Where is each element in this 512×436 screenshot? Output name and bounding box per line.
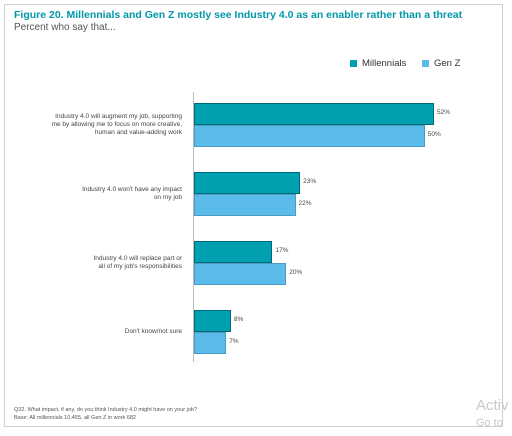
category-label-line: Industry 4.0 will replace part or [93, 255, 182, 262]
value-label-millennials: 23% [303, 178, 317, 185]
watermark-line-1: Activ [476, 397, 509, 414]
value-label-millennials: 8% [233, 316, 244, 323]
bar-gen-z [194, 332, 227, 354]
category-label-line: all of my job's responsibilities [98, 263, 182, 270]
bar-millennials [194, 241, 273, 263]
category-label: Industry 4.0 will replace part or all of … [22, 255, 182, 271]
value-label-gen-z: 7% [229, 338, 239, 345]
category-label: Don't know/not sure [22, 328, 182, 336]
legend-item-gen-z: Gen Z [422, 58, 460, 69]
bar-millennials [194, 172, 301, 194]
bar-gen-z [194, 125, 425, 147]
bar-millennials [194, 103, 434, 125]
chart-subtitle: Percent who say that... [14, 22, 116, 33]
legend-swatch-gen-z [422, 60, 429, 67]
category-label-line: on my job [153, 194, 182, 201]
category-label: Industry 4.0 won't have any impact on my … [22, 186, 182, 202]
value-label-millennials: 52% [437, 109, 451, 116]
chart-title: Figure 20. Millennials and Gen Z mostly … [14, 9, 463, 21]
category-axis-line [193, 92, 194, 362]
legend-swatch-millennials [350, 60, 357, 67]
value-label-millennials: 17% [275, 247, 289, 254]
category-label: Industry 4.0 will augment my job, suppor… [22, 113, 182, 137]
footnote-base: Base: All millennials 10,455, all Gen Z … [14, 415, 136, 421]
category-label-line: Don't know/not sure [124, 328, 182, 335]
bar-gen-z [194, 263, 287, 285]
legend-label-gen-z: Gen Z [434, 58, 461, 69]
legend-label-millennials: Millennials [362, 58, 407, 69]
footnote-question: Q32. What impact, if any, do you think I… [14, 407, 198, 413]
bar-gen-z [194, 194, 296, 216]
category-label-line: Industry 4.0 won't have any impact [82, 186, 182, 193]
category-label-line: Industry 4.0 will augment my job, suppor… [55, 113, 182, 120]
category-label-line: human and value-adding work [94, 129, 182, 136]
watermark-line-2: Go to [476, 417, 503, 429]
category-label-line: me by allowing me to focus on more creat… [51, 121, 182, 128]
bar-millennials [194, 310, 231, 332]
value-label-gen-z: 22% [298, 200, 312, 207]
legend-item-millennials: Millennials [350, 58, 406, 69]
value-label-gen-z: 50% [427, 131, 441, 138]
value-label-gen-z: 20% [289, 269, 303, 276]
